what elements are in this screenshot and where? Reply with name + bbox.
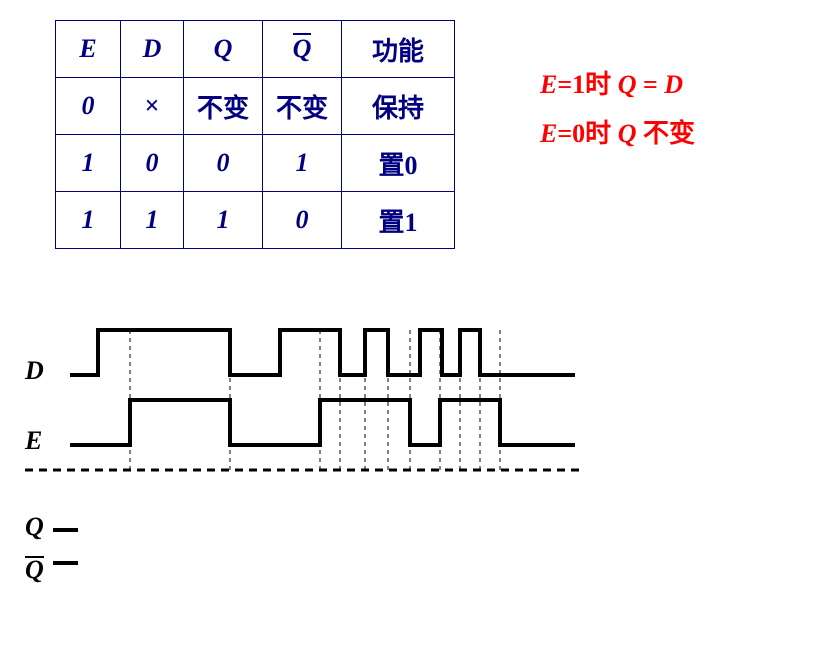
th-D: D [121, 21, 184, 78]
svg-text:D: D [24, 356, 44, 385]
table-row: 0 × 不变 不变 保持 [56, 78, 455, 135]
th-Qbar: Q [263, 21, 342, 78]
th-E: E [56, 21, 121, 78]
cell: 1 [56, 135, 121, 192]
cell: 0 [184, 135, 263, 192]
cell: 不变 [184, 78, 263, 135]
cell: 1 [56, 192, 121, 249]
truth-table: E D Q Q 功能 0 × 不变 不变 保持 1 0 0 1 置0 1 1 1… [55, 20, 455, 249]
note-line-1: E=1时 Q = D [540, 60, 695, 109]
label-Qbar: Q [25, 555, 44, 585]
cell: 0 [56, 78, 121, 135]
th-func: 功能 [342, 21, 455, 78]
cell: 0 [263, 192, 342, 249]
side-notes: E=1时 Q = D E=0时 Q 不变 [540, 60, 695, 159]
cell: 0 [121, 135, 184, 192]
table-row: 1 1 1 0 置1 [56, 192, 455, 249]
cell: 保持 [342, 78, 455, 135]
timing-diagram: D E Q Q [20, 315, 600, 635]
note-line-2: E=0时 Q 不变 [540, 109, 695, 158]
cell: 1 [263, 135, 342, 192]
table-header-row: E D Q Q 功能 [56, 21, 455, 78]
cell: × [121, 78, 184, 135]
timing-svg: D E Q [20, 315, 600, 635]
svg-text:Q: Q [25, 512, 44, 541]
th-Q: Q [184, 21, 263, 78]
table-row: 1 0 0 1 置0 [56, 135, 455, 192]
cell: 1 [121, 192, 184, 249]
cell: 1 [184, 192, 263, 249]
svg-text:E: E [24, 426, 42, 455]
cell: 不变 [263, 78, 342, 135]
cell: 置0 [342, 135, 455, 192]
cell: 置1 [342, 192, 455, 249]
